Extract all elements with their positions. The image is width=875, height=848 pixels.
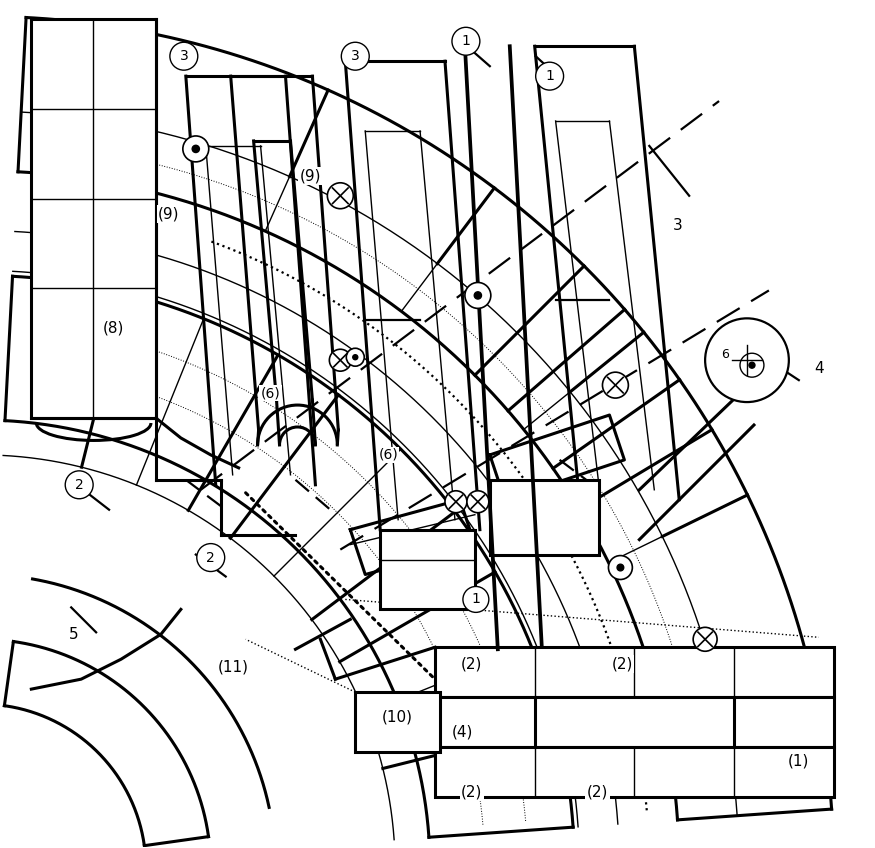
Text: 4: 4 <box>814 360 823 376</box>
Text: (10): (10) <box>382 710 413 724</box>
Circle shape <box>617 564 624 571</box>
Bar <box>435 697 834 747</box>
Text: 6: 6 <box>721 348 729 360</box>
Bar <box>435 747 834 797</box>
Circle shape <box>749 362 755 368</box>
Text: (1): (1) <box>788 753 809 768</box>
Circle shape <box>346 349 364 366</box>
Text: (2): (2) <box>461 784 483 800</box>
Circle shape <box>693 628 717 651</box>
Circle shape <box>327 183 354 209</box>
Text: (9): (9) <box>158 206 179 221</box>
Circle shape <box>192 145 200 153</box>
Text: 1: 1 <box>461 34 471 48</box>
Circle shape <box>329 349 351 371</box>
Circle shape <box>465 282 491 309</box>
Text: 2: 2 <box>206 550 215 565</box>
Text: (11): (11) <box>218 660 249 675</box>
Text: (2): (2) <box>587 784 608 800</box>
Text: (2): (2) <box>612 656 634 672</box>
Circle shape <box>452 27 480 55</box>
Text: 1: 1 <box>472 593 480 606</box>
Bar <box>490 480 599 555</box>
Circle shape <box>183 136 209 162</box>
Circle shape <box>603 372 628 398</box>
Text: 3: 3 <box>351 49 360 64</box>
Circle shape <box>353 354 358 360</box>
Circle shape <box>474 292 481 299</box>
Bar <box>355 692 440 752</box>
Text: 3: 3 <box>179 49 188 64</box>
Circle shape <box>536 62 564 90</box>
Circle shape <box>445 491 467 513</box>
Circle shape <box>608 555 633 579</box>
Text: 2: 2 <box>74 477 83 492</box>
Circle shape <box>170 42 198 70</box>
Text: (4): (4) <box>452 724 473 739</box>
Circle shape <box>463 587 489 612</box>
Bar <box>381 530 475 610</box>
Bar <box>435 647 834 697</box>
Text: 3: 3 <box>672 218 682 233</box>
Text: 5: 5 <box>68 627 78 642</box>
Text: (6): (6) <box>378 448 398 462</box>
Bar <box>31 20 156 418</box>
Circle shape <box>66 471 93 499</box>
Text: (2): (2) <box>461 656 483 672</box>
Text: (8): (8) <box>102 321 123 336</box>
Circle shape <box>467 491 489 513</box>
Circle shape <box>197 544 225 572</box>
Circle shape <box>341 42 369 70</box>
Text: (6): (6) <box>261 386 280 400</box>
Circle shape <box>705 318 789 402</box>
Text: 1: 1 <box>545 70 554 83</box>
Text: (9): (9) <box>299 168 321 183</box>
